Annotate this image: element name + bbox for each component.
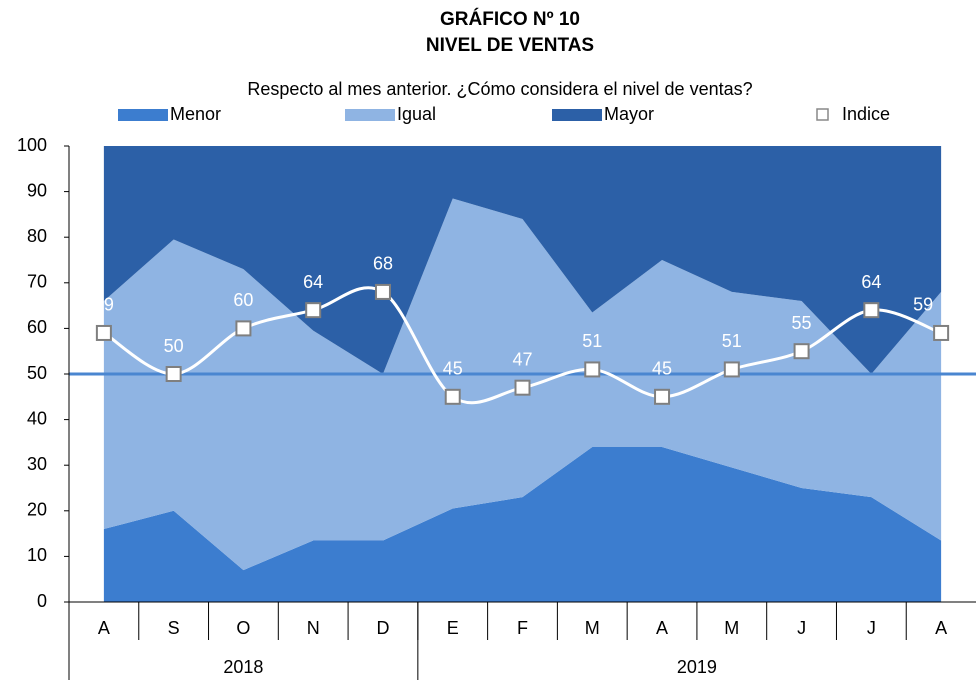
x-tick-label: O [236, 618, 250, 638]
x-tick-label: M [585, 618, 600, 638]
data-label: 59 [94, 295, 114, 315]
legend-swatch [552, 109, 602, 121]
y-tick-label: 20 [27, 500, 47, 520]
data-label: 59 [913, 295, 933, 315]
chart-title: GRÁFICO Nº 10 [440, 8, 580, 30]
area [103, 446, 942, 602]
legend-swatch [345, 109, 395, 121]
y-tick-label: 80 [27, 226, 47, 246]
legend-label: Mayor [604, 104, 654, 124]
legend-label: Menor [170, 104, 221, 124]
x-tick-label: M [724, 618, 739, 638]
marker [793, 343, 810, 360]
marker [374, 283, 391, 300]
marker [933, 324, 950, 341]
data-label: 64 [303, 272, 323, 292]
y-tick-label: 10 [27, 545, 47, 565]
marker [165, 366, 182, 382]
data-label: 60 [233, 290, 253, 310]
y-tick-label: 0 [37, 591, 47, 611]
legend-swatch [816, 108, 829, 121]
y-tick-label: 40 [27, 408, 47, 428]
data-label: 51 [582, 331, 602, 351]
data-label: 45 [652, 359, 672, 379]
x-tick-label: F [517, 618, 528, 638]
marker [305, 302, 322, 319]
marker [863, 302, 880, 319]
group-label: 2019 [677, 657, 717, 677]
x-tick-label: A [935, 618, 947, 638]
data-label: 45 [443, 359, 463, 379]
marker [514, 379, 531, 396]
data-label: 55 [792, 313, 812, 333]
data-label: 50 [164, 336, 184, 356]
y-tick-label: 70 [27, 272, 47, 292]
marker [654, 388, 671, 405]
chart-subtitle: Respecto al mes anterior. ¿Cómo consider… [247, 79, 752, 99]
x-tick-label: D [376, 618, 389, 638]
marker [95, 324, 112, 341]
data-label: 51 [722, 331, 742, 351]
x-tick-label: A [656, 618, 668, 638]
y-tick-label: 60 [27, 317, 47, 337]
x-tick-label: A [98, 618, 110, 638]
x-tick-label: N [307, 618, 320, 638]
y-tick-label: 30 [27, 454, 47, 474]
x-tick-label: E [447, 618, 459, 638]
x-tick-label: J [797, 618, 806, 638]
data-label: 64 [861, 272, 881, 292]
data-label: 68 [373, 254, 393, 274]
data-label: 47 [512, 349, 532, 369]
x-tick-label: J [867, 618, 876, 638]
marker [235, 320, 252, 337]
legend-label: Indice [842, 104, 890, 124]
marker [444, 388, 461, 405]
group-label: 2018 [223, 657, 263, 677]
marker [584, 361, 601, 378]
legend-label: Igual [397, 104, 436, 124]
chart-title: NIVEL DE VENTAS [426, 35, 594, 56]
y-tick-label: 100 [17, 135, 47, 155]
legend-swatch [118, 109, 168, 121]
y-tick-label: 90 [27, 180, 47, 200]
y-tick-label: 50 [27, 363, 47, 383]
marker [723, 361, 740, 378]
x-tick-label: S [168, 618, 180, 638]
